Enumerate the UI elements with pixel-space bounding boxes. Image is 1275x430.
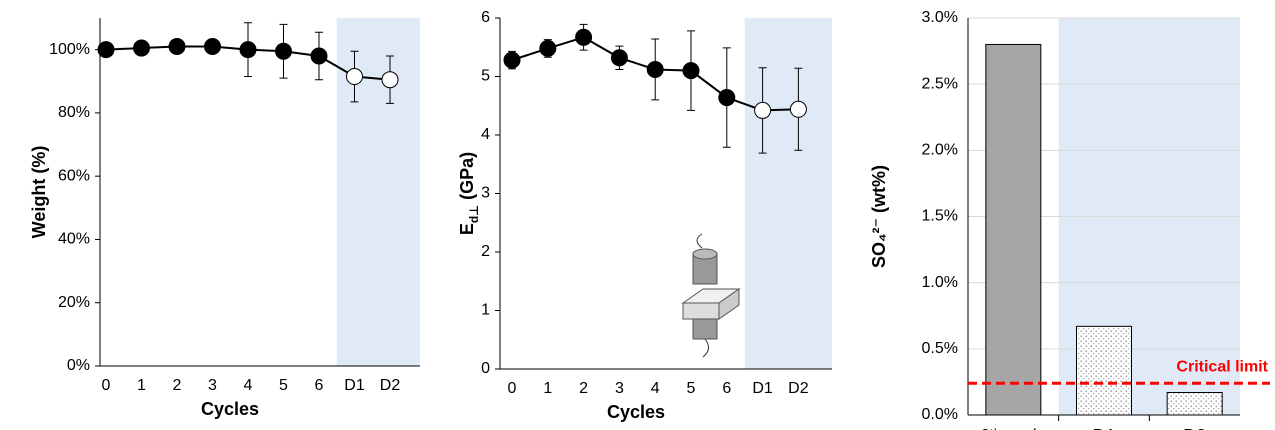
bar <box>985 43 1042 416</box>
x-axis-title: Cycles <box>201 399 259 419</box>
y-tick-label: 5 <box>481 68 490 85</box>
y-tick-label: 0 <box>481 360 490 377</box>
x-axis-title: Cycles <box>607 402 665 422</box>
y-tick-label: 1 <box>481 302 490 319</box>
x-tick-label: D1 <box>1092 426 1115 430</box>
y-tick-label: 20% <box>58 294 90 311</box>
marker <box>275 42 292 60</box>
marker <box>646 60 664 78</box>
marker <box>575 28 593 46</box>
x-tick-label: 0 <box>102 377 111 394</box>
x-tick-label: 6 <box>315 377 324 394</box>
y-axis-title-part: E <box>457 223 477 235</box>
bar <box>1166 392 1223 416</box>
x-tick-label: D2 <box>380 377 401 394</box>
marker <box>682 62 700 80</box>
x-tick-label: D1 <box>344 377 365 394</box>
marker <box>789 100 807 118</box>
marker <box>381 71 399 89</box>
y-tick-label: 4 <box>481 126 490 143</box>
y-tick-label: 0% <box>67 357 90 374</box>
marker <box>346 68 363 86</box>
critical-limit-label: Critical limit <box>1176 358 1268 375</box>
y-tick-label: 0.0% <box>922 406 958 423</box>
x-tick-label: D2 <box>1183 426 1206 430</box>
y-tick-label: 80% <box>58 104 90 121</box>
y-tick-label: 2.5% <box>922 75 958 92</box>
y-tick-label: 6 <box>481 9 490 26</box>
y-tick-label: 2 <box>481 243 490 260</box>
marker <box>539 39 557 57</box>
x-tick-label: D2 <box>788 380 809 397</box>
x-tick-label: D1 <box>752 380 773 397</box>
x-tick-label: 1 <box>543 380 552 397</box>
shaded-region <box>744 18 832 369</box>
marker <box>204 37 221 55</box>
marker <box>133 39 150 57</box>
marker <box>718 89 736 107</box>
x-tick-label: 2 <box>173 377 182 394</box>
marker <box>310 47 328 65</box>
y-axis-title: Ed⊥ (GPa) <box>457 152 481 235</box>
y-axis-title-part: (GPa) <box>457 152 477 205</box>
y-tick-label: 60% <box>58 167 90 184</box>
y-tick-label: 3.0% <box>922 9 958 26</box>
x-tick-label: 5 <box>687 380 696 397</box>
y-tick-label: 1.5% <box>922 208 958 225</box>
sample-icon <box>681 233 741 358</box>
marker <box>97 41 115 59</box>
y-tick-label: 2.0% <box>922 142 958 159</box>
y-tick-label: 100% <box>49 41 90 58</box>
bar <box>1076 325 1132 416</box>
x-tick-label: 2 <box>579 380 588 397</box>
marker <box>610 49 628 67</box>
y-tick-label: 0.5% <box>922 340 958 357</box>
y-tick-label: 1.0% <box>922 274 958 291</box>
marker <box>754 101 772 119</box>
x-tick-label: 3 <box>208 377 217 394</box>
y-tick-label: 40% <box>58 231 90 248</box>
x-tick-label: 4 <box>244 377 253 394</box>
y-axis-title-part: d⊥ <box>467 205 481 223</box>
x-tick-label: 5 <box>279 377 288 394</box>
x-tick-label: 3 <box>615 380 624 397</box>
x-tick-label: 6 <box>722 380 731 397</box>
x-tick-label: 6ᵗʰ cycle <box>980 426 1047 430</box>
marker <box>239 41 257 59</box>
y-axis-title: SO₄²⁻ (wt%) <box>869 165 889 268</box>
marker <box>168 37 186 55</box>
x-tick-label: 4 <box>651 380 660 397</box>
y-tick-label: 3 <box>481 185 490 202</box>
x-tick-label: 0 <box>508 380 517 397</box>
x-tick-label: 1 <box>137 377 146 394</box>
marker <box>503 51 521 69</box>
y-axis-title: Weight (%) <box>29 146 49 239</box>
